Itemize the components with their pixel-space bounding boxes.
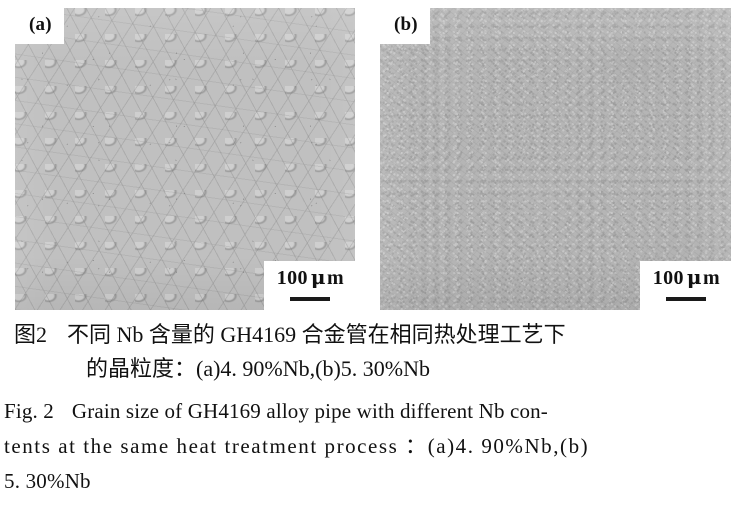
- micrograph-panel-b: (b) 100 μm: [380, 8, 731, 310]
- caption-chinese-line-1: 图2 不同 Nb 含量的 GH4169 合金管在相同热处理工艺下: [0, 318, 747, 352]
- scale-bar-micro-symbol-a: μ: [310, 265, 326, 289]
- micrograph-image-b: [380, 8, 731, 310]
- figure-caption: 图2 不同 Nb 含量的 GH4169 合金管在相同热处理工艺下 的晶粒度：(a)…: [0, 318, 747, 499]
- grain-cloud-shading-b: [380, 8, 731, 310]
- caption-english-line-2: tents at the same heat treatment process…: [4, 434, 590, 458]
- panel-label-b: (b): [380, 8, 430, 44]
- caption-english: Fig. 2 Grain size of GH4169 alloy pipe wi…: [0, 394, 747, 499]
- grain-speckle-a: [15, 8, 355, 310]
- scale-bar-value-a: 100: [276, 267, 308, 289]
- caption-english-text-1: Grain size of GH4169 alloy pipe with dif…: [71, 399, 548, 423]
- caption-chinese-text-1: 不同 Nb 含量的 GH4169 合金管在相同热处理工艺下: [67, 322, 566, 347]
- scale-bar-meter-symbol-a: m: [326, 267, 344, 289]
- scale-bar-micro-symbol-b: μ: [686, 265, 702, 289]
- micrograph-image-a: [15, 8, 355, 310]
- scale-bar-value-b: 100: [652, 267, 684, 289]
- panel-label-a: (a): [15, 8, 64, 44]
- scale-bar-rule-b: [666, 297, 707, 301]
- scale-bar-a: 100 μm: [263, 261, 355, 310]
- scale-bar-label-a: 100 μm: [277, 267, 344, 289]
- scale-bar-rule-a: [290, 297, 331, 301]
- caption-english-line-3: 5. 30%Nb: [4, 469, 91, 493]
- caption-english-line-1: Fig. 2 Grain size of GH4169 alloy pipe wi…: [0, 394, 747, 429]
- caption-chinese-figure-number: 图2: [14, 322, 48, 347]
- scale-bar-meter-symbol-b: m: [702, 267, 720, 289]
- scale-bar-label-b: 100 μm: [653, 267, 720, 289]
- figure-panels: (a) 100 μm (b) 100 μm: [15, 8, 731, 310]
- micrograph-panel-a: (a) 100 μm: [15, 8, 355, 310]
- scale-bar-b: 100 μm: [639, 261, 731, 310]
- grain-mottle-b: [380, 8, 731, 310]
- caption-english-figure-number: Fig. 2: [4, 399, 54, 423]
- caption-chinese-line-2: 的晶粒度：(a)4. 90%Nb,(b)5. 30%Nb: [86, 356, 430, 381]
